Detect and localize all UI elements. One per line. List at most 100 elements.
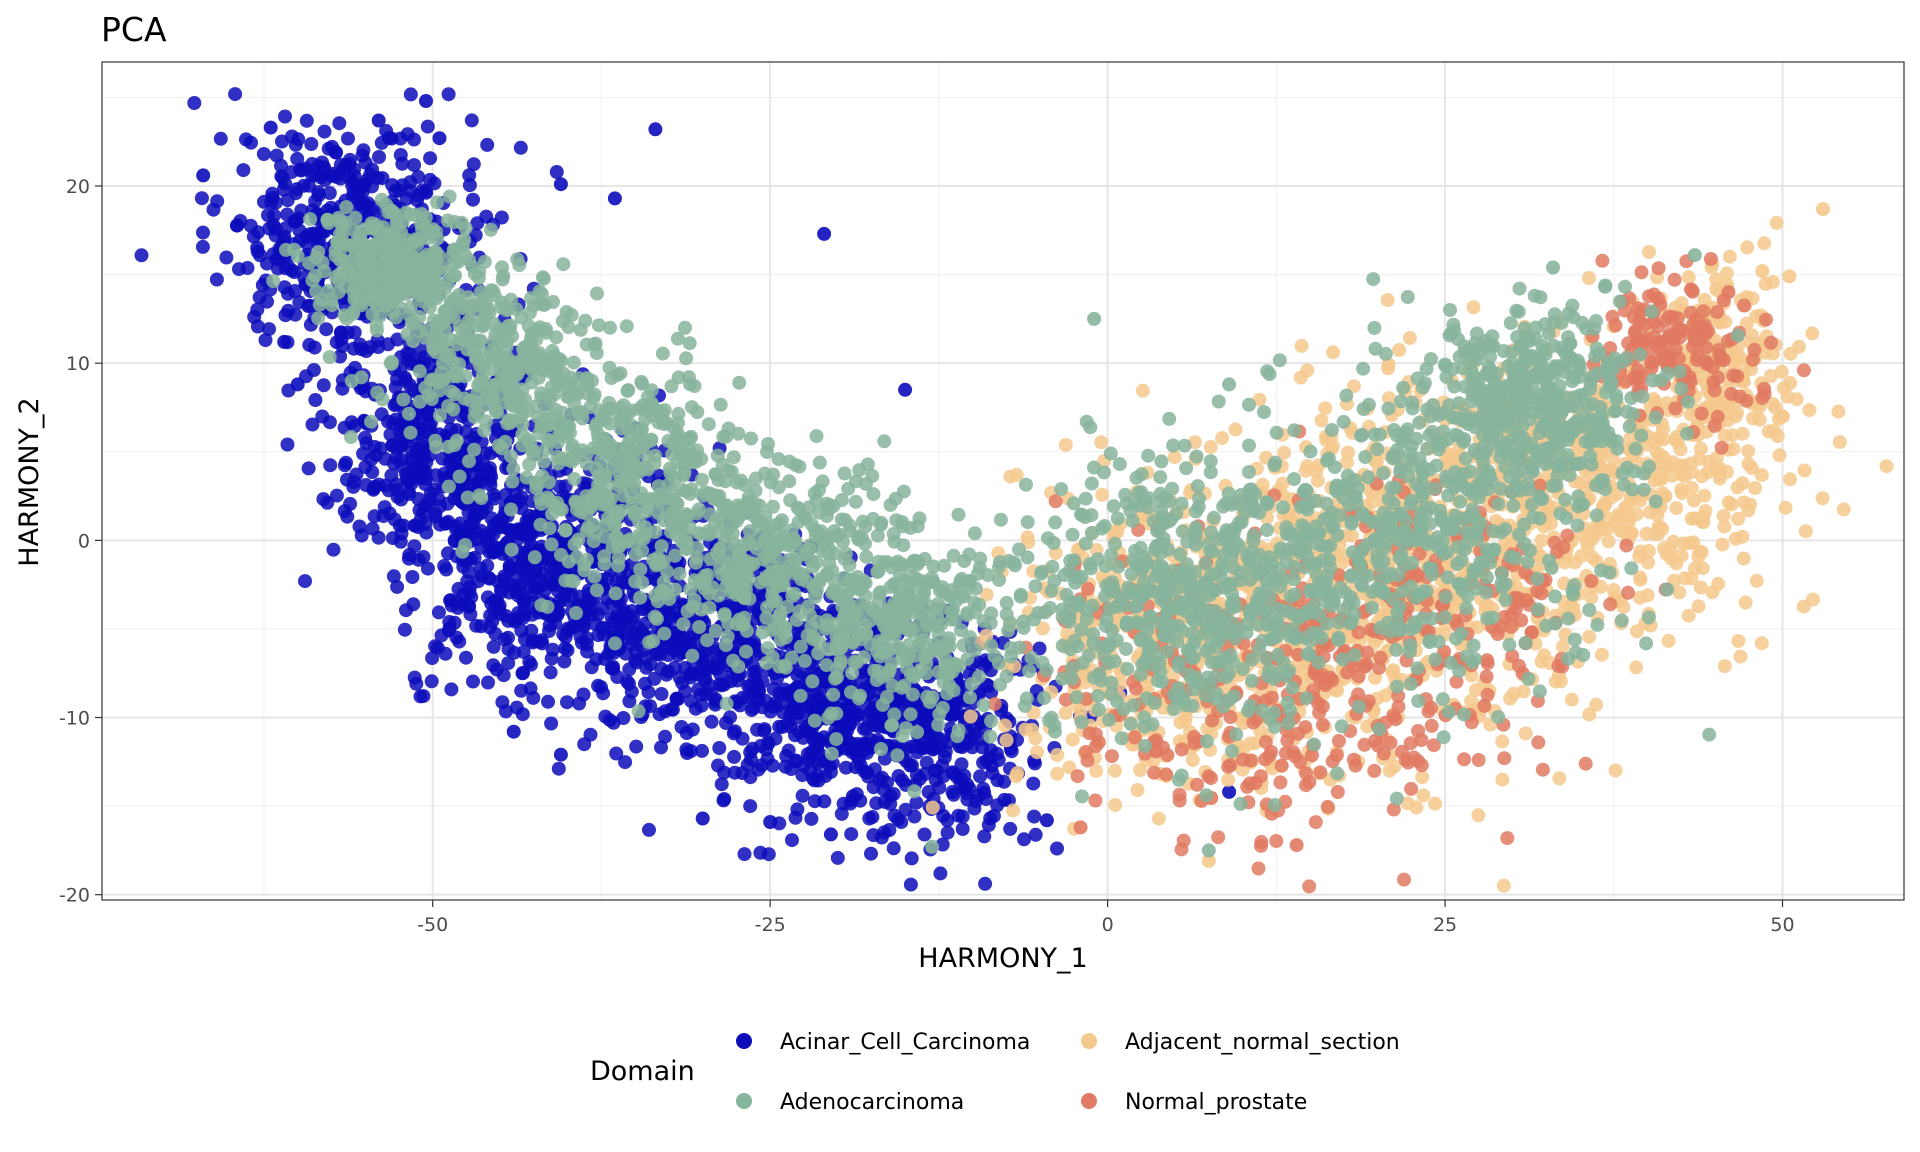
point-adjacent-normal-section (1409, 800, 1424, 815)
point-normal-prostate (1646, 355, 1661, 370)
point-acinar-cell-carcinoma (495, 695, 510, 710)
point-acinar-cell-carcinoma (859, 721, 874, 736)
point-acinar-cell-carcinoma (363, 167, 378, 182)
point-acinar-cell-carcinoma (416, 550, 431, 564)
point-acinar-cell-carcinoma (263, 120, 278, 135)
point-acinar-cell-carcinoma (294, 203, 309, 218)
point-adjacent-normal-section (1802, 403, 1817, 418)
point-acinar-cell-carcinoma (443, 593, 458, 608)
point-adjacent-normal-section (1589, 697, 1604, 712)
point-adjacent-normal-section (1496, 878, 1511, 893)
point-acinar-cell-carcinoma (521, 515, 536, 529)
point-acinar-cell-carcinoma (187, 96, 202, 110)
point-normal-prostate (1560, 528, 1575, 543)
point-acinar-cell-carcinoma (871, 719, 886, 734)
point-adjacent-normal-section (1778, 500, 1793, 515)
point-normal-prostate (1313, 765, 1328, 780)
point-acinar-cell-carcinoma (244, 135, 258, 150)
point-acinar-cell-carcinoma (863, 704, 878, 719)
point-acinar-cell-carcinoma (940, 813, 955, 828)
point-acinar-cell-carcinoma (308, 393, 323, 407)
point-normal-prostate (1757, 381, 1772, 396)
point-acinar-cell-carcinoma (1027, 809, 1042, 824)
point-acinar-cell-carcinoma (501, 630, 515, 645)
point-adjacent-normal-section (1003, 469, 1018, 484)
point-acinar-cell-carcinoma (466, 192, 480, 207)
point-acinar-cell-carcinoma (325, 139, 340, 154)
point-acinar-cell-carcinoma (236, 163, 251, 178)
point-acinar-cell-carcinoma (523, 681, 538, 696)
point-normal-prostate (1376, 746, 1391, 761)
point-acinar-cell-carcinoma (290, 377, 305, 392)
point-normal-prostate (1652, 335, 1667, 350)
point-acinar-cell-carcinoma (410, 193, 425, 208)
point-adjacent-normal-section (1732, 349, 1747, 364)
point-adjacent-normal-section (1681, 270, 1696, 285)
point-acinar-cell-carcinoma (551, 761, 566, 776)
point-adjacent-normal-section (1730, 480, 1745, 495)
point-acinar-cell-carcinoma (213, 131, 228, 146)
point-acinar-cell-carcinoma (352, 519, 367, 534)
point-adjacent-normal-section (1402, 331, 1417, 345)
point-adjacent-normal-section (1836, 502, 1851, 517)
point-adjacent-normal-section (963, 709, 978, 724)
point-adjacent-normal-section (1748, 481, 1762, 495)
point-adjacent-normal-section (1382, 763, 1397, 778)
point-acinar-cell-carcinoma (1026, 776, 1041, 791)
point-acinar-cell-carcinoma (356, 196, 371, 210)
point-acinar-cell-carcinoma (233, 214, 248, 228)
point-acinar-cell-carcinoma (492, 602, 507, 616)
point-adjacent-normal-section (1380, 293, 1395, 308)
point-acinar-cell-carcinoma (393, 148, 408, 162)
point-acinar-cell-carcinoma (260, 294, 274, 309)
point-acinar-cell-carcinoma (618, 606, 633, 621)
point-acinar-cell-carcinoma (421, 408, 436, 423)
point-normal-prostate (1595, 253, 1610, 268)
point-acinar-cell-carcinoma (451, 581, 466, 596)
point-acinar-cell-carcinoma (704, 714, 719, 729)
point-adjacent-normal-section (1518, 726, 1533, 741)
point-acinar-cell-carcinoma (289, 182, 304, 197)
point-acinar-cell-carcinoma (196, 225, 210, 240)
point-normal-prostate (1707, 418, 1722, 433)
point-acinar-cell-carcinoma (679, 742, 694, 757)
point-acinar-cell-carcinoma (763, 815, 778, 829)
point-normal-prostate (1634, 265, 1649, 280)
point-acinar-cell-carcinoma (466, 674, 480, 689)
point-acinar-cell-carcinoma (393, 534, 408, 549)
point-normal-prostate (1346, 752, 1361, 767)
point-acinar-cell-carcinoma (298, 574, 312, 589)
point-adjacent-normal-section (1798, 524, 1813, 539)
point-adjacent-normal-section (1133, 763, 1148, 778)
point-adjacent-normal-section (1415, 770, 1430, 785)
point-acinar-cell-carcinoma (945, 785, 960, 799)
point-acinar-cell-carcinoma (933, 866, 948, 881)
point-acinar-cell-carcinoma (543, 665, 558, 680)
point-acinar-cell-carcinoma (860, 765, 875, 780)
point-normal-prostate (1357, 737, 1372, 752)
point-acinar-cell-carcinoma (549, 165, 564, 179)
point-normal-prostate (1668, 401, 1683, 416)
point-acinar-cell-carcinoma (300, 236, 315, 251)
point-acinar-cell-carcinoma (489, 662, 504, 677)
point-acinar-cell-carcinoma (280, 207, 295, 222)
point-adjacent-normal-section (1326, 345, 1341, 360)
point-normal-prostate (1703, 252, 1718, 266)
point-acinar-cell-carcinoma (957, 780, 972, 795)
point-acinar-cell-carcinoma (866, 780, 881, 795)
point-adjacent-normal-section (1722, 249, 1737, 264)
point-adjacent-normal-section (1108, 798, 1123, 812)
point-adjacent-normal-section (1108, 763, 1122, 778)
point-acinar-cell-carcinoma (403, 87, 418, 102)
point-acinar-cell-carcinoma (768, 731, 783, 746)
point-acinar-cell-carcinoma (407, 132, 421, 147)
point-adjacent-normal-section (1495, 772, 1510, 787)
point-acinar-cell-carcinoma (278, 109, 292, 124)
point-acinar-cell-carcinoma (306, 363, 321, 377)
point-acinar-cell-carcinoma (466, 157, 481, 172)
point-acinar-cell-carcinoma (795, 788, 810, 803)
point-acinar-cell-carcinoma (935, 733, 950, 747)
point-adjacent-normal-section (998, 718, 1012, 733)
point-acinar-cell-carcinoma (427, 176, 442, 191)
point-acinar-cell-carcinoma (335, 339, 350, 353)
